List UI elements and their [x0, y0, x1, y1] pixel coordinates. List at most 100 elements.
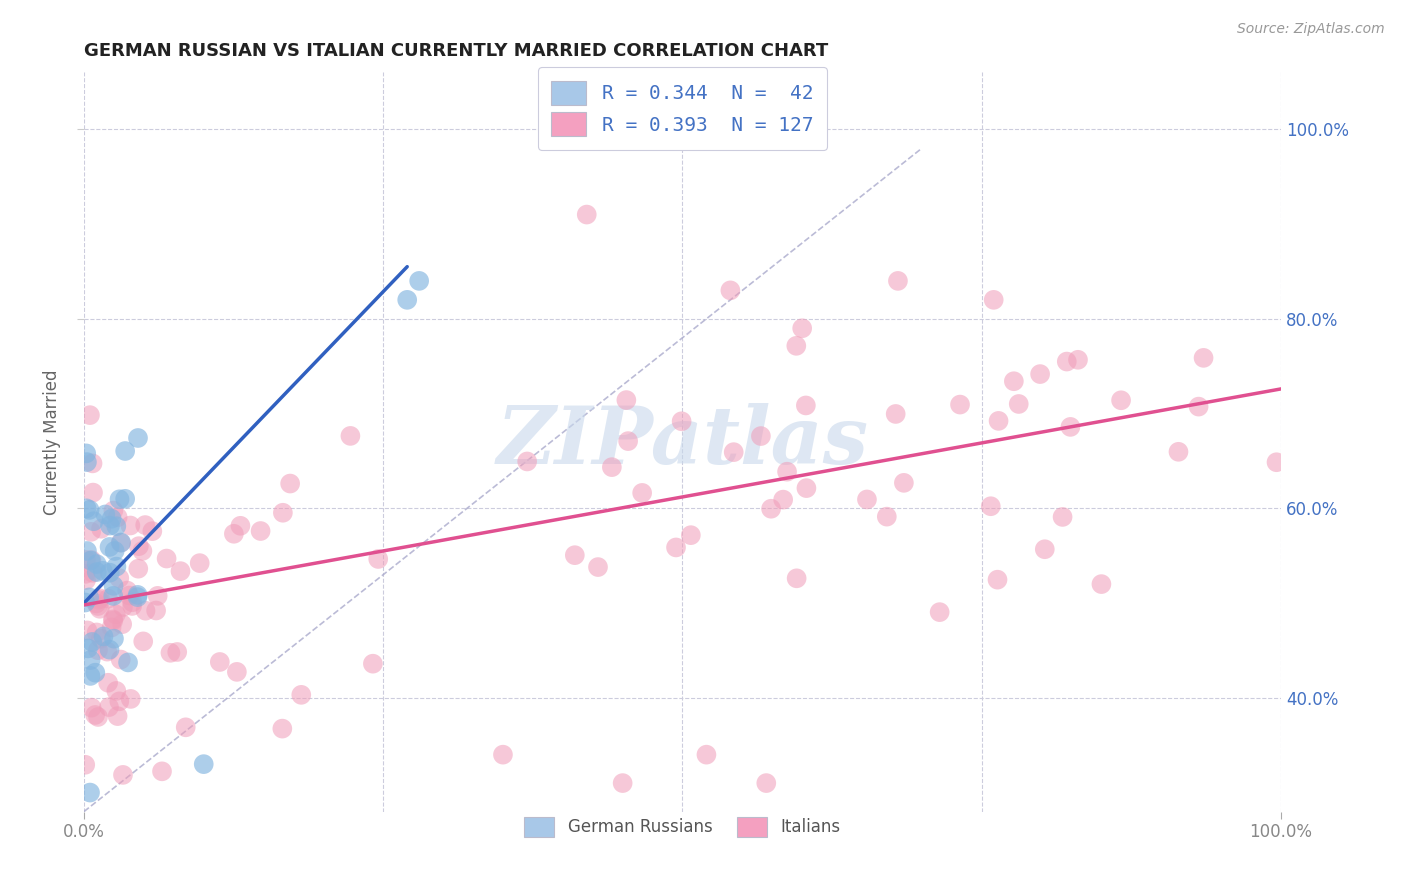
Point — [229, 518, 252, 533]
Point — [141, 524, 163, 538]
Point — [271, 722, 294, 736]
Point — [108, 492, 131, 507]
Point — [94, 508, 117, 522]
Point — [278, 476, 301, 491]
Point — [98, 642, 121, 657]
Point — [1008, 397, 1031, 411]
Point — [208, 655, 231, 669]
Point — [87, 599, 110, 613]
Point — [408, 274, 430, 288]
Point — [1192, 351, 1215, 365]
Point — [169, 564, 191, 578]
Point — [77, 591, 100, 605]
Point — [87, 643, 110, 657]
Point — [174, 720, 197, 734]
Point — [121, 599, 143, 613]
Point — [856, 492, 879, 507]
Point — [107, 510, 129, 524]
Point — [131, 544, 153, 558]
Point — [80, 553, 103, 567]
Point — [193, 757, 215, 772]
Point — [928, 605, 950, 619]
Point — [86, 565, 108, 579]
Point — [1167, 444, 1189, 458]
Point — [718, 284, 741, 298]
Point — [87, 710, 110, 724]
Point — [723, 445, 745, 459]
Point — [361, 657, 384, 671]
Point — [1002, 374, 1025, 388]
Point — [792, 321, 814, 335]
Point — [586, 560, 609, 574]
Point — [1265, 455, 1288, 469]
Point — [105, 559, 128, 574]
Point — [1067, 352, 1090, 367]
Point — [76, 501, 98, 516]
Point — [695, 747, 717, 762]
Point — [75, 595, 97, 609]
Point — [876, 509, 898, 524]
Point — [146, 589, 169, 603]
Point — [75, 446, 97, 460]
Point — [159, 646, 181, 660]
Point — [82, 566, 104, 580]
Point — [1052, 510, 1074, 524]
Point — [93, 630, 115, 644]
Point — [84, 708, 107, 723]
Point — [120, 692, 142, 706]
Point — [516, 454, 538, 468]
Point — [614, 393, 637, 408]
Point — [225, 665, 247, 679]
Point — [79, 653, 101, 667]
Point — [114, 444, 136, 458]
Point — [115, 583, 138, 598]
Point — [127, 588, 149, 602]
Point — [79, 408, 101, 422]
Point — [120, 518, 142, 533]
Point — [107, 709, 129, 723]
Point — [79, 786, 101, 800]
Point — [84, 665, 107, 680]
Point — [110, 535, 132, 549]
Point — [91, 564, 114, 578]
Point — [1056, 354, 1078, 368]
Point — [86, 597, 108, 611]
Point — [110, 535, 132, 549]
Point — [612, 776, 634, 790]
Point — [796, 481, 818, 495]
Point — [128, 539, 150, 553]
Point — [339, 429, 361, 443]
Text: GERMAN RUSSIAN VS ITALIAN CURRENTLY MARRIED CORRELATION CHART: GERMAN RUSSIAN VS ITALIAN CURRENTLY MARR… — [84, 42, 828, 60]
Point — [980, 500, 1002, 514]
Point — [1090, 577, 1112, 591]
Y-axis label: Currently Married: Currently Married — [44, 369, 60, 515]
Point — [367, 552, 389, 566]
Point — [631, 486, 654, 500]
Point — [222, 526, 245, 541]
Point — [786, 571, 808, 585]
Point — [75, 573, 97, 587]
Point — [396, 293, 419, 307]
Point — [575, 208, 598, 222]
Point — [132, 634, 155, 648]
Point — [86, 557, 108, 571]
Point — [679, 528, 702, 542]
Point — [145, 603, 167, 617]
Point — [150, 764, 173, 779]
Point — [83, 514, 105, 528]
Point — [80, 553, 103, 567]
Point — [97, 675, 120, 690]
Point — [103, 503, 125, 517]
Point — [76, 544, 98, 558]
Point — [249, 524, 271, 538]
Point — [671, 414, 693, 428]
Point — [776, 465, 799, 479]
Point — [290, 688, 312, 702]
Point — [82, 635, 104, 649]
Point — [79, 503, 101, 517]
Point — [75, 757, 97, 772]
Point — [772, 492, 794, 507]
Point — [100, 511, 122, 525]
Point — [111, 617, 134, 632]
Point — [121, 595, 143, 609]
